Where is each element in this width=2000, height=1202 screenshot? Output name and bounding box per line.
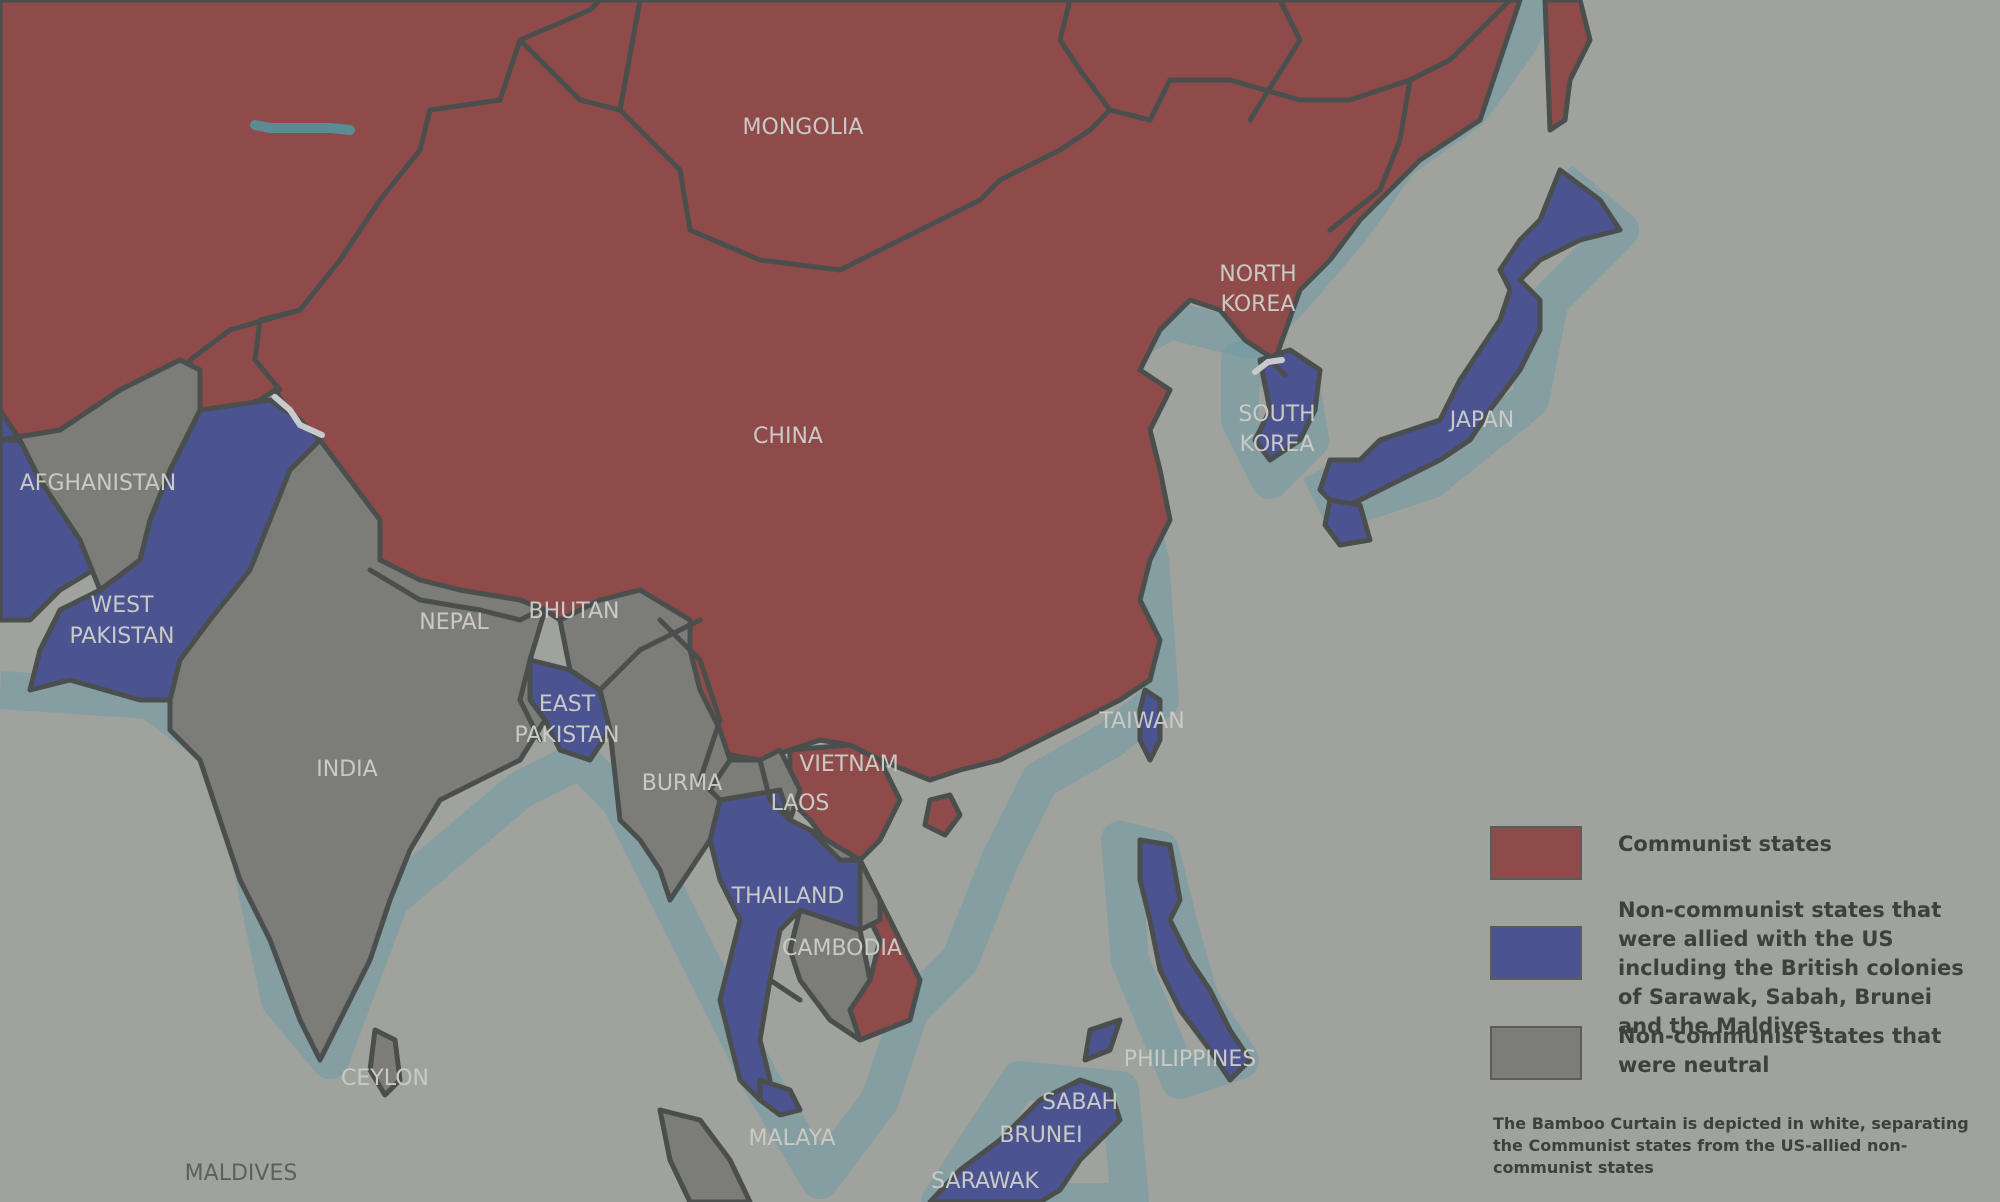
map-labels: MONGOLIA CHINA NORTH KOREA SOUTH KOREA JAP… bbox=[20, 115, 1515, 1194]
legend-label-us-allied: Non-communist states that were allied wi… bbox=[1618, 898, 1964, 1038]
label-mongolia: MONGOLIA bbox=[743, 115, 864, 140]
label-east-pakistan: EAST PAKISTAN bbox=[514, 692, 619, 748]
label-south-korea: SOUTH KOREA bbox=[1238, 402, 1315, 457]
label-burma: BURMA bbox=[642, 771, 723, 796]
legend-note: The Bamboo Curtain is depicted in white,… bbox=[1493, 1114, 1969, 1177]
label-north-korea: NORTH KOREA bbox=[1219, 262, 1296, 317]
label-japan: JAPAN bbox=[1448, 408, 1515, 433]
legend-swatch-neutral bbox=[1490, 1026, 1582, 1080]
label-bhutan: BHUTAN bbox=[529, 599, 620, 624]
label-malaya: MALAYA bbox=[749, 1126, 836, 1151]
legend-swatch-communist bbox=[1490, 826, 1582, 880]
label-sarawak: SARAWAK bbox=[931, 1169, 1039, 1194]
label-ceylon: CEYLON bbox=[341, 1066, 429, 1091]
legend-swatch-us-allied bbox=[1490, 926, 1582, 980]
label-vietnam: VIETNAM bbox=[799, 752, 898, 777]
label-sabah: SABAH bbox=[1042, 1090, 1118, 1115]
label-philippines: PHILIPPINES bbox=[1124, 1047, 1256, 1072]
neutral-states-region bbox=[0, 357, 883, 1202]
label-india: INDIA bbox=[316, 757, 377, 782]
label-cambodia: CAMBODIA bbox=[782, 936, 902, 961]
legend-label-neutral: Non-communist states that were neutral bbox=[1618, 1024, 1942, 1077]
country-borders bbox=[367, 357, 1288, 1003]
internal-borders bbox=[187, 0, 1513, 423]
bamboo-curtain bbox=[250, 120, 1285, 438]
label-maldives: MALDIVES bbox=[185, 1161, 298, 1186]
label-west-pakistan: WEST PAKISTAN bbox=[69, 593, 174, 649]
label-thailand: THAILAND bbox=[731, 884, 845, 909]
label-china: CHINA bbox=[753, 424, 823, 449]
legend-label-communist: Communist states bbox=[1618, 832, 1833, 856]
label-nepal: NEPAL bbox=[419, 610, 489, 635]
label-laos: LAOS bbox=[771, 791, 830, 816]
label-taiwan: TAIWAN bbox=[1098, 709, 1184, 734]
label-brunei: BRUNEI bbox=[999, 1123, 1082, 1148]
label-afghanistan: AFGHANISTAN bbox=[20, 471, 177, 496]
